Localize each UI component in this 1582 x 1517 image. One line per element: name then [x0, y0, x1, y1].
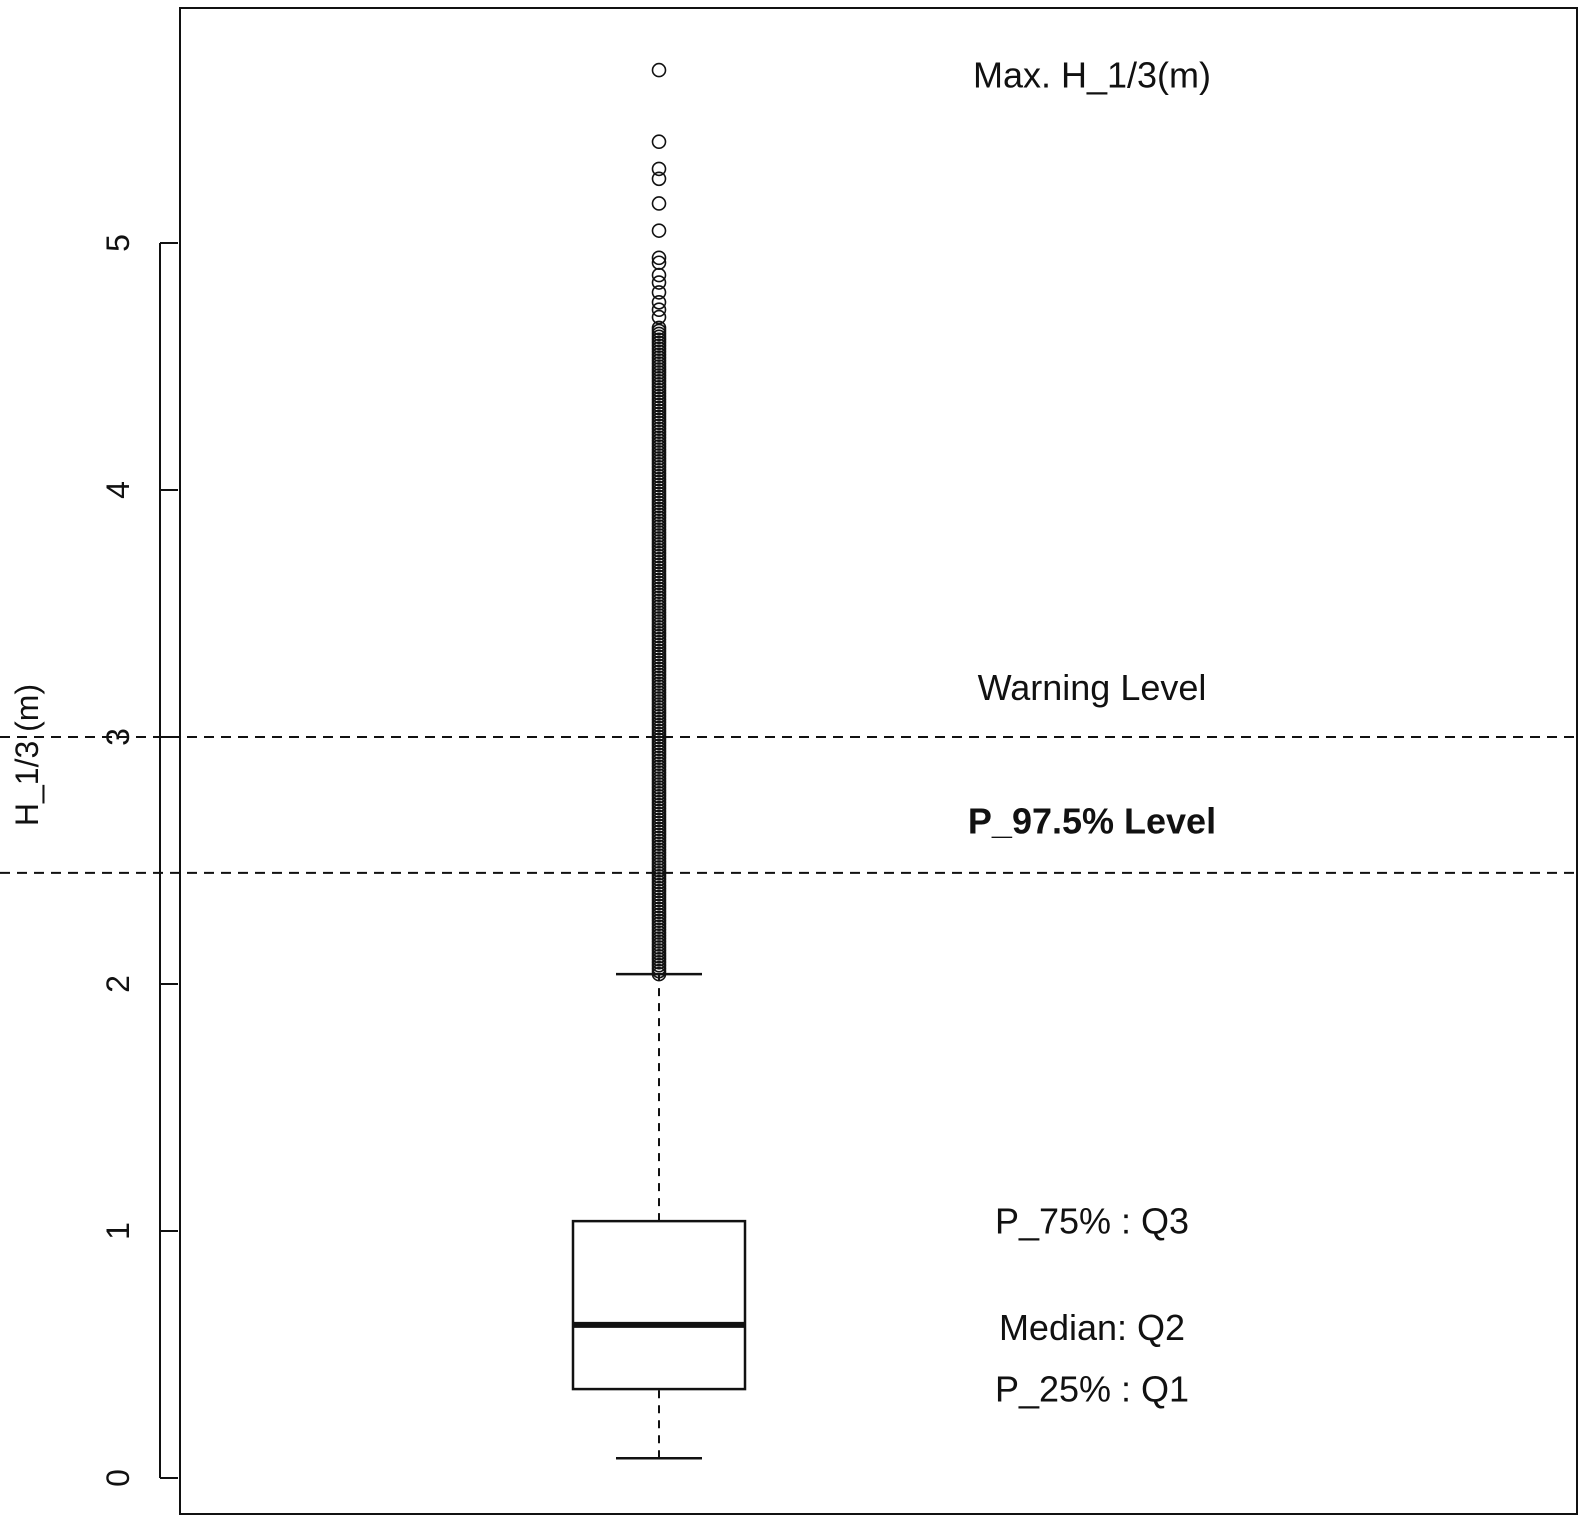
y-tick-label: 3	[100, 728, 136, 746]
outlier-point	[651, 196, 667, 211]
annotation-label: Warning Level	[978, 667, 1207, 708]
outlier-point	[651, 320, 667, 336]
outlier-point	[651, 275, 667, 290]
reference-lines-layer	[0, 736, 1577, 874]
y-axis-label: H_1/3 (m)	[9, 684, 45, 826]
outlier-point	[651, 250, 667, 266]
outlier-point	[651, 161, 667, 177]
annotation-label: Median: Q2	[999, 1307, 1185, 1348]
iqr-box	[571, 1219, 747, 1391]
y-tick-label: 2	[100, 975, 136, 993]
annotation-label: P_75% : Q3	[995, 1201, 1189, 1242]
outlier-point	[651, 302, 667, 317]
annotation-label: P_25% : Q1	[995, 1369, 1189, 1410]
outlier-point	[651, 309, 667, 325]
outlier-point	[651, 285, 667, 300]
axes-layer: 0 1 2 3 4 5	[100, 234, 178, 1487]
outliers-layer	[651, 62, 667, 982]
y-tick-label: 0	[100, 1469, 136, 1487]
outlier-point	[651, 255, 667, 271]
annotation-label: Max. H_1/3(m)	[973, 55, 1211, 96]
outlier-point	[651, 223, 667, 238]
plot-frame	[179, 7, 1578, 1515]
outlier-point	[651, 134, 667, 150]
outlier-point	[651, 62, 667, 78]
y-tick-label: 5	[100, 234, 136, 252]
y-tick-label: 4	[100, 481, 136, 499]
annotations-layer: Max. H_1/3(m) Warning Level P_97.5% Level P…	[968, 55, 1216, 1410]
outlier-point	[651, 294, 667, 310]
annotation-label: P_97.5% Level	[968, 800, 1216, 841]
y-tick-label: 1	[100, 1222, 136, 1240]
outlier-point	[651, 171, 667, 187]
box-layer	[571, 972, 747, 1460]
